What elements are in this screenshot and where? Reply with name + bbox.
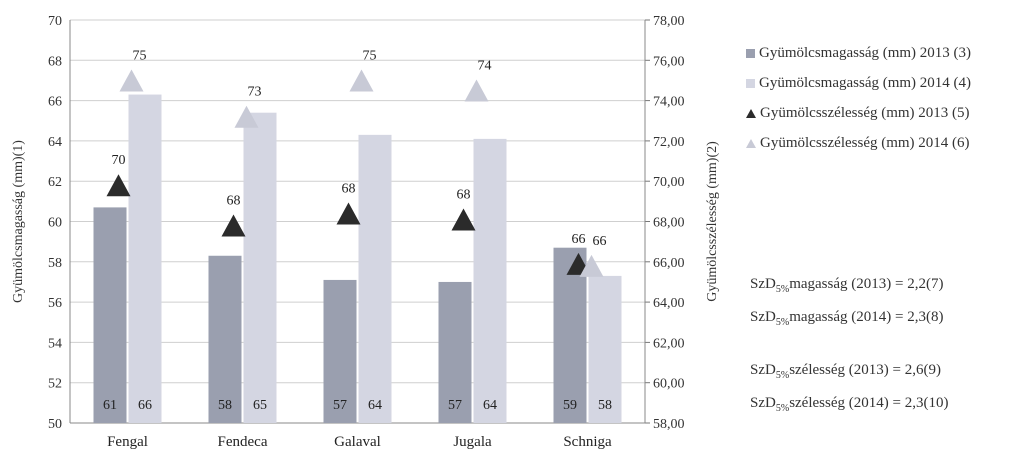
triangle-data-label: 75 xyxy=(133,48,147,63)
y-right-tick-label: 76,00 xyxy=(653,54,685,69)
y-right-tick-label: 64,00 xyxy=(653,296,685,311)
y-left-tick-label: 68 xyxy=(48,54,62,69)
bar xyxy=(358,134,392,424)
y-left-tick-label: 52 xyxy=(48,377,62,392)
triangle-data-label: 70 xyxy=(112,153,126,168)
triangle-marker xyxy=(119,69,144,92)
legend: Gyümölcsmagasság (mm) 2013 (3) Gyümölcsm… xyxy=(746,38,1011,158)
y-left-tick-label: 70 xyxy=(48,14,62,29)
y-right-tick-label: 60,00 xyxy=(653,377,685,392)
triangle-marker xyxy=(451,208,476,231)
lsd-note-height-2013: SzD5%magasság (2013) = 2,2(7) xyxy=(750,276,944,295)
y-right-tick-label: 66,00 xyxy=(653,256,685,271)
triangle-data-label: 68 xyxy=(342,181,356,196)
bar xyxy=(243,112,277,423)
triangle-data-label: 68 xyxy=(457,187,471,202)
bar-data-label: 58 xyxy=(598,398,612,413)
triangle-data-label: 73 xyxy=(248,85,262,100)
y-left-tick-label: 56 xyxy=(48,296,62,311)
x-category-label: Galaval xyxy=(334,434,381,450)
triangle-data-label: 74 xyxy=(478,59,492,74)
legend-triangle-width-2014 xyxy=(746,138,756,148)
bar xyxy=(588,275,622,423)
triangle-data-label: 75 xyxy=(363,48,377,63)
x-category-label: Fendeca xyxy=(218,434,268,450)
y-right-tick-label: 72,00 xyxy=(653,135,685,150)
triangle-marker xyxy=(464,79,489,102)
bar-data-label: 65 xyxy=(253,398,267,413)
triangle-marker xyxy=(349,69,374,92)
legend-item-height-2013: Gyümölcsmagasság (mm) 2013 (3) xyxy=(746,38,1011,68)
legend-label-width-2013: Gyümölcsszélesség (mm) 2013 (5) xyxy=(760,104,970,121)
y-left-tick-label: 66 xyxy=(48,95,62,110)
x-category-label: Fengal xyxy=(107,434,148,450)
y-left-tick-label: 58 xyxy=(48,256,62,271)
bar xyxy=(128,94,162,424)
triangle-data-label: 66 xyxy=(572,232,586,247)
y-right-tick-label: 62,00 xyxy=(653,336,685,351)
bar-data-label: 64 xyxy=(368,398,382,413)
bar-data-label: 57 xyxy=(448,398,462,413)
lsd-note-width-2013: SzD5%szélesség (2013) = 2,6(9) xyxy=(750,362,941,381)
triangle-marker xyxy=(106,174,131,197)
bar-data-label: 66 xyxy=(138,398,152,413)
legend-label-height-2013: Gyümölcsmagasság (mm) 2013 (3) xyxy=(759,44,972,61)
legend-label-width-2014: Gyümölcsszélesség (mm) 2014 (6) xyxy=(760,134,970,151)
bar xyxy=(323,279,357,423)
legend-swatch-height-2014 xyxy=(746,78,755,88)
bar-data-label: 57 xyxy=(333,398,347,413)
y-left-axis-title: Gyümölcsmagasság (mm)(1) xyxy=(11,140,26,303)
y-right-tick-label: 70,00 xyxy=(653,175,685,190)
legend-item-height-2014: Gyümölcsmagasság (mm) 2014 (4) xyxy=(746,68,1011,98)
lsd-note-height-2014: SzD5%magasság (2014) = 2,3(8) xyxy=(750,309,944,328)
x-category-label: Jugala xyxy=(453,434,492,450)
triangle-marker xyxy=(336,202,361,225)
y-left-tick-label: 54 xyxy=(48,336,62,351)
y-left-tick-label: 64 xyxy=(48,135,62,150)
legend-triangle-width-2013 xyxy=(746,108,756,118)
x-category-label: Schniga xyxy=(563,434,612,450)
y-left-tick-label: 60 xyxy=(48,216,62,231)
legend-swatch-height-2013 xyxy=(746,48,755,58)
bar-data-label: 58 xyxy=(218,398,232,413)
legend-item-width-2014: Gyümölcsszélesség (mm) 2014 (6) xyxy=(746,128,1011,158)
triangle-marker xyxy=(221,214,246,237)
triangle-marker xyxy=(579,254,604,277)
lsd-note-width-2014: SzD5%szélesség (2014) = 2,3(10) xyxy=(750,395,949,414)
legend-label-height-2014: Gyümölcsmagasság (mm) 2014 (4) xyxy=(759,74,972,91)
y-right-axis-title: Gyümölcsszélesség (mm)(2) xyxy=(705,141,720,302)
bar-data-label: 61 xyxy=(103,398,117,413)
bar xyxy=(93,207,127,423)
bar xyxy=(208,255,242,423)
bar-data-label: 64 xyxy=(483,398,497,413)
y-right-tick-label: 78,00 xyxy=(653,14,685,29)
chart: 50 52 54 56 58 60 62 64 66 68 70 58,00 60,00 62,00 64,… xyxy=(11,14,720,450)
triangle-marker xyxy=(234,105,259,128)
y-right-tick-label: 68,00 xyxy=(653,216,685,231)
triangle-data-label: 68 xyxy=(227,194,241,209)
triangle-data-label: 66 xyxy=(593,234,607,249)
bar xyxy=(553,247,587,423)
bar xyxy=(438,281,472,423)
y-right-tick-label: 74,00 xyxy=(653,95,685,110)
y-right-tick-label: 58,00 xyxy=(653,417,685,432)
legend-item-width-2013: Gyümölcsszélesség (mm) 2013 (5) xyxy=(746,98,1011,128)
y-left-tick-label: 62 xyxy=(48,175,62,190)
bar-data-label: 59 xyxy=(563,398,577,413)
y-left-tick-label: 50 xyxy=(48,417,62,432)
bar xyxy=(473,138,507,423)
